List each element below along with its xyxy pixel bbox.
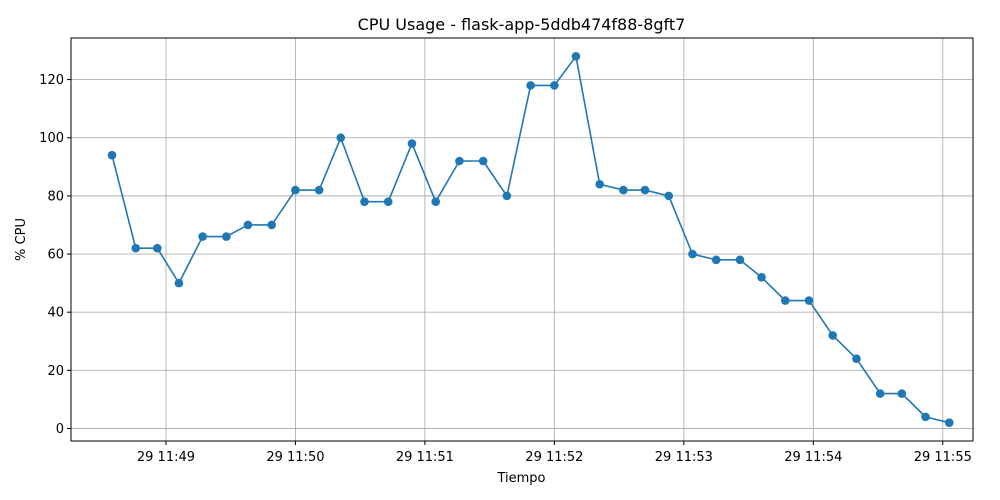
data-point <box>360 197 369 207</box>
data-point <box>640 185 650 195</box>
x-axis-ticks: 29 11:49 29 11:50 29 11:51 29 11:52 29 11:53… <box>137 441 972 465</box>
y-tick-label: 120 <box>39 73 64 88</box>
data-point <box>291 185 300 195</box>
x-tick-label: 29 11:49 <box>137 450 195 465</box>
data-point <box>664 191 674 201</box>
data-point <box>222 232 231 241</box>
data-point <box>571 52 581 61</box>
plot-frame <box>70 37 974 442</box>
data-point <box>757 272 766 282</box>
x-axis-label: Tiempo <box>496 471 545 486</box>
data-point <box>875 389 885 398</box>
data-point <box>407 139 417 148</box>
data-point <box>595 179 604 189</box>
data-point <box>383 197 393 207</box>
data-point <box>921 412 930 422</box>
y-axis-label: % CPU <box>14 218 29 261</box>
data-point <box>314 185 324 195</box>
y-tick-label: 100 <box>39 131 64 146</box>
data-point <box>828 331 838 340</box>
data-point <box>478 156 488 166</box>
y-tick-label: 0 <box>56 422 64 437</box>
y-tick-label: 60 <box>47 248 64 263</box>
data-point <box>267 220 276 230</box>
grid-lines <box>71 38 973 441</box>
data-point <box>550 81 559 90</box>
data-point <box>198 232 207 241</box>
data-point <box>107 150 117 160</box>
data-point <box>780 296 790 305</box>
data-point <box>431 197 440 207</box>
data-point <box>153 243 162 253</box>
data-point <box>174 278 184 288</box>
x-tick-label: 29 11:53 <box>655 450 713 465</box>
data-point <box>619 185 628 195</box>
data-point <box>526 81 535 90</box>
x-tick-label: 29 11:55 <box>914 450 972 465</box>
chart-title: CPU Usage - flask-app-5ddb474f88-8gft7 <box>358 15 686 34</box>
x-tick-label: 29 11:52 <box>525 450 583 465</box>
x-tick-label: 29 11:51 <box>396 450 454 465</box>
data-point <box>243 220 253 230</box>
data-point <box>455 156 464 166</box>
y-tick-label: 40 <box>47 306 64 321</box>
data-point <box>711 255 721 265</box>
data-point <box>897 389 907 398</box>
y-tick-label: 80 <box>47 189 64 204</box>
x-tick-label: 29 11:50 <box>266 450 324 465</box>
x-tick-label: 29 11:54 <box>784 450 842 465</box>
data-points <box>107 52 954 427</box>
y-tick-label: 20 <box>47 364 64 379</box>
data-point <box>131 243 141 253</box>
data-point <box>852 354 861 364</box>
data-point <box>688 249 697 259</box>
data-point <box>804 296 814 305</box>
data-point <box>502 191 512 201</box>
y-axis-ticks: 0 20 40 60 80 100 120 <box>39 73 71 437</box>
data-point <box>735 255 745 265</box>
series-line-layer <box>111 55 950 424</box>
data-point <box>944 418 954 427</box>
series-line <box>111 55 950 424</box>
data-point <box>336 133 346 143</box>
